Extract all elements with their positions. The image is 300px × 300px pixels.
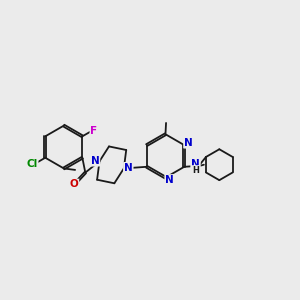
Text: O: O <box>70 179 78 190</box>
Text: N: N <box>124 163 133 173</box>
Text: H: H <box>192 166 199 175</box>
Text: Cl: Cl <box>26 159 38 169</box>
Text: N: N <box>191 158 200 169</box>
Text: N: N <box>91 156 99 166</box>
Text: N: N <box>184 138 193 148</box>
Text: F: F <box>90 126 98 136</box>
Text: N: N <box>165 175 174 185</box>
